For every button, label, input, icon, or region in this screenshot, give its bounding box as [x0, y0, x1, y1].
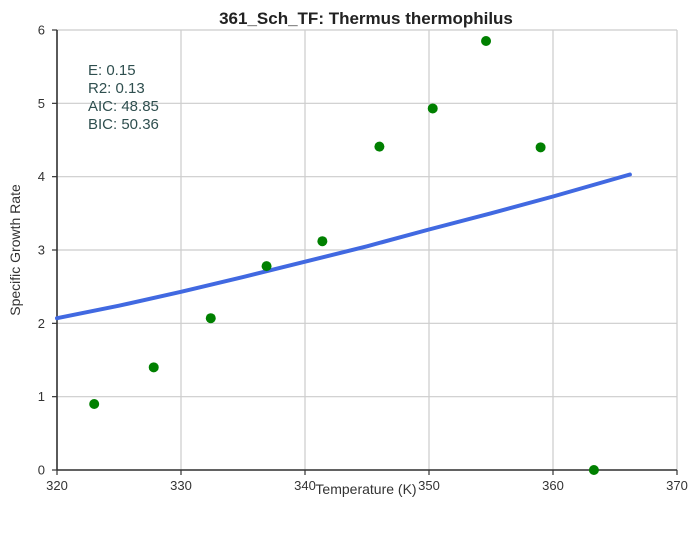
data-point: [535, 142, 546, 153]
x-tick-label: 370: [666, 478, 688, 493]
stat-r2: R2: 0.13: [88, 80, 145, 97]
scatter-series: [89, 36, 599, 475]
data-point: [374, 141, 385, 152]
x-tick-label: 350: [418, 478, 440, 493]
data-point: [148, 362, 159, 373]
data-point: [588, 465, 599, 475]
data-point: [89, 399, 100, 409]
axes: [52, 29, 678, 475]
data-point: [261, 261, 272, 272]
fit-curve-line: [55, 172, 632, 321]
fit-stats-annotation: E: 0.15 R2: 0.13 AIC: 48.85 BIC: 50.36: [88, 62, 159, 133]
y-axis-label: Specific Growth Rate: [7, 184, 23, 316]
data-point: [317, 236, 328, 247]
stat-aic: AIC: 48.85: [88, 98, 159, 115]
y-tick-label: 6: [38, 23, 45, 38]
tick-labels: 320 330 340 350 360 370 0 1 2 3 4 5 6: [38, 23, 688, 494]
grid: [56, 29, 678, 471]
stat-e: E: 0.15: [88, 62, 136, 79]
fit-series: [55, 172, 632, 321]
y-tick-label: 4: [38, 169, 45, 184]
x-tick-label: 330: [170, 478, 192, 493]
y-tick-label: 1: [38, 389, 45, 404]
data-point: [427, 103, 438, 114]
y-tick-label: 2: [38, 316, 45, 331]
chart-title: 361_Sch_TF: Thermus thermophilus: [219, 9, 513, 28]
y-tick-label: 3: [38, 243, 45, 258]
data-point: [205, 313, 216, 324]
x-tick-label: 340: [294, 478, 316, 493]
stat-bic: BIC: 50.36: [88, 116, 159, 133]
x-axis-label: Temperature (K): [315, 481, 416, 497]
data-point: [481, 36, 492, 46]
x-tick-label: 320: [46, 478, 68, 493]
y-tick-label: 0: [38, 463, 45, 478]
y-tick-label: 5: [38, 96, 45, 111]
x-tick-label: 360: [542, 478, 564, 493]
